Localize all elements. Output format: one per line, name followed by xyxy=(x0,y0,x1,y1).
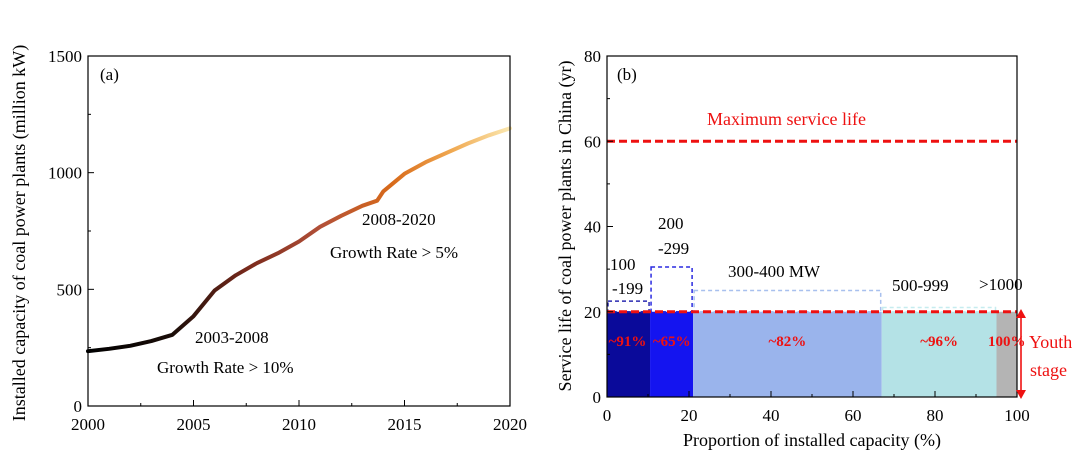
panel-a-xtick-label: 2010 xyxy=(282,415,316,434)
panel-b-xtick-label: 60 xyxy=(845,406,862,425)
panel-a-ytick-label: 500 xyxy=(57,280,83,299)
panel-b-y-ticks: 0 20 40 60 80 xyxy=(584,47,613,407)
annotation-2003-2008-rate: Growth Rate > 10% xyxy=(157,358,294,377)
panel-b-x-ticks: 0 20 40 60 80 100 xyxy=(603,391,1030,425)
panel-b-ytick-label: 80 xyxy=(584,47,601,66)
service-life-outline xyxy=(693,289,882,313)
panel-b-xlabel: Proportion of installed capacity (%) xyxy=(683,430,941,451)
panel-b-xtick-label: 20 xyxy=(681,406,698,425)
max-service-life-label: Maximum service life xyxy=(707,109,866,129)
panel-b-xtick-label: 80 xyxy=(927,406,944,425)
youth-label-line1: Youth xyxy=(1029,332,1072,352)
annotation-2008-2020-period: 2008-2020 xyxy=(362,210,436,229)
youth-arrow-head-bottom xyxy=(1016,390,1026,399)
capacity-bar xyxy=(650,311,694,397)
capacity-bar xyxy=(607,311,651,397)
panel-a-ylabel: Installed capacity of coal power plants … xyxy=(9,45,30,421)
panel-a-xtick-label: 2005 xyxy=(177,415,211,434)
capacity-group-label: 200 xyxy=(658,214,684,233)
panel-b-ylabel: Service life of coal power plants in Chi… xyxy=(555,61,576,392)
capacity-group-label: 300-400 MW xyxy=(728,262,821,281)
panel-b-ytick-label: 60 xyxy=(584,132,601,151)
youth-percent-label: 100% xyxy=(988,334,1026,350)
annotation-2003-2008-period: 2003-2008 xyxy=(195,328,269,347)
panel-a-ytick-label: 1500 xyxy=(48,47,82,66)
panel-a: (a) Installed capacity of coal power pla… xyxy=(9,45,527,434)
panel-b-group-labels: 100 -199 200 -299 300-400 MW 500-999 >1000 xyxy=(610,214,1023,298)
panel-a-frame xyxy=(87,55,511,407)
youth-percent-label: ~82% xyxy=(768,334,806,350)
panel-a-y-ticks: 0 500 1000 1500 xyxy=(48,47,94,416)
panel-b-ytick-label: 20 xyxy=(584,303,601,322)
panel-b-xtick-label: 100 xyxy=(1004,406,1030,425)
capacity-group-label: 100 xyxy=(610,255,636,274)
youth-arrow-head-top xyxy=(1016,309,1026,318)
service-life-outline xyxy=(881,306,997,313)
panel-a-x-ticks: 2000 2005 2010 2015 2020 xyxy=(71,400,527,434)
youth-percent-label: ~91% xyxy=(609,334,647,350)
panel-a-label: (a) xyxy=(100,65,119,84)
capacity-bar xyxy=(693,311,882,397)
capacity-group-label: -299 xyxy=(658,239,689,258)
panel-a-ytick-label: 0 xyxy=(74,397,83,416)
panel-b-ytick-label: 0 xyxy=(593,388,602,407)
panel-a-xtick-label: 2015 xyxy=(388,415,422,434)
youth-percent-label: ~65% xyxy=(653,334,691,350)
youth-percent-label: ~96% xyxy=(920,334,958,350)
capacity-line xyxy=(86,126,512,354)
service-life-outline xyxy=(607,300,650,313)
panel-b-xtick-label: 0 xyxy=(603,406,612,425)
capacity-group-label: 500-999 xyxy=(892,276,949,295)
service-life-outline xyxy=(650,266,693,313)
annotation-2008-2020-rate: Growth Rate > 5% xyxy=(330,243,458,262)
capacity-group-label: -199 xyxy=(612,279,643,298)
panel-b: 0 20 40 60 80 0 20 40 60 80 100 100 -199 200 -299 300… xyxy=(555,47,1072,451)
panel-b-label: (b) xyxy=(617,65,637,84)
panel-b-xtick-label: 40 xyxy=(763,406,780,425)
youth-label-line2: stage xyxy=(1030,360,1067,380)
panel-a-xtick-label: 2020 xyxy=(493,415,527,434)
capacity-bar xyxy=(996,311,1017,397)
panel-b-bars xyxy=(607,311,1017,397)
capacity-group-label: >1000 xyxy=(979,275,1023,294)
youth-stage-indicator: Youth stage xyxy=(1016,309,1072,399)
panel-a-xtick-label: 2000 xyxy=(71,415,105,434)
capacity-bar xyxy=(881,311,997,397)
panel-b-percent-labels: ~91% ~65% ~82% ~96% 100% xyxy=(609,334,1026,350)
panel-b-ytick-label: 40 xyxy=(584,218,601,237)
panel-a-ytick-label: 1000 xyxy=(48,164,82,183)
